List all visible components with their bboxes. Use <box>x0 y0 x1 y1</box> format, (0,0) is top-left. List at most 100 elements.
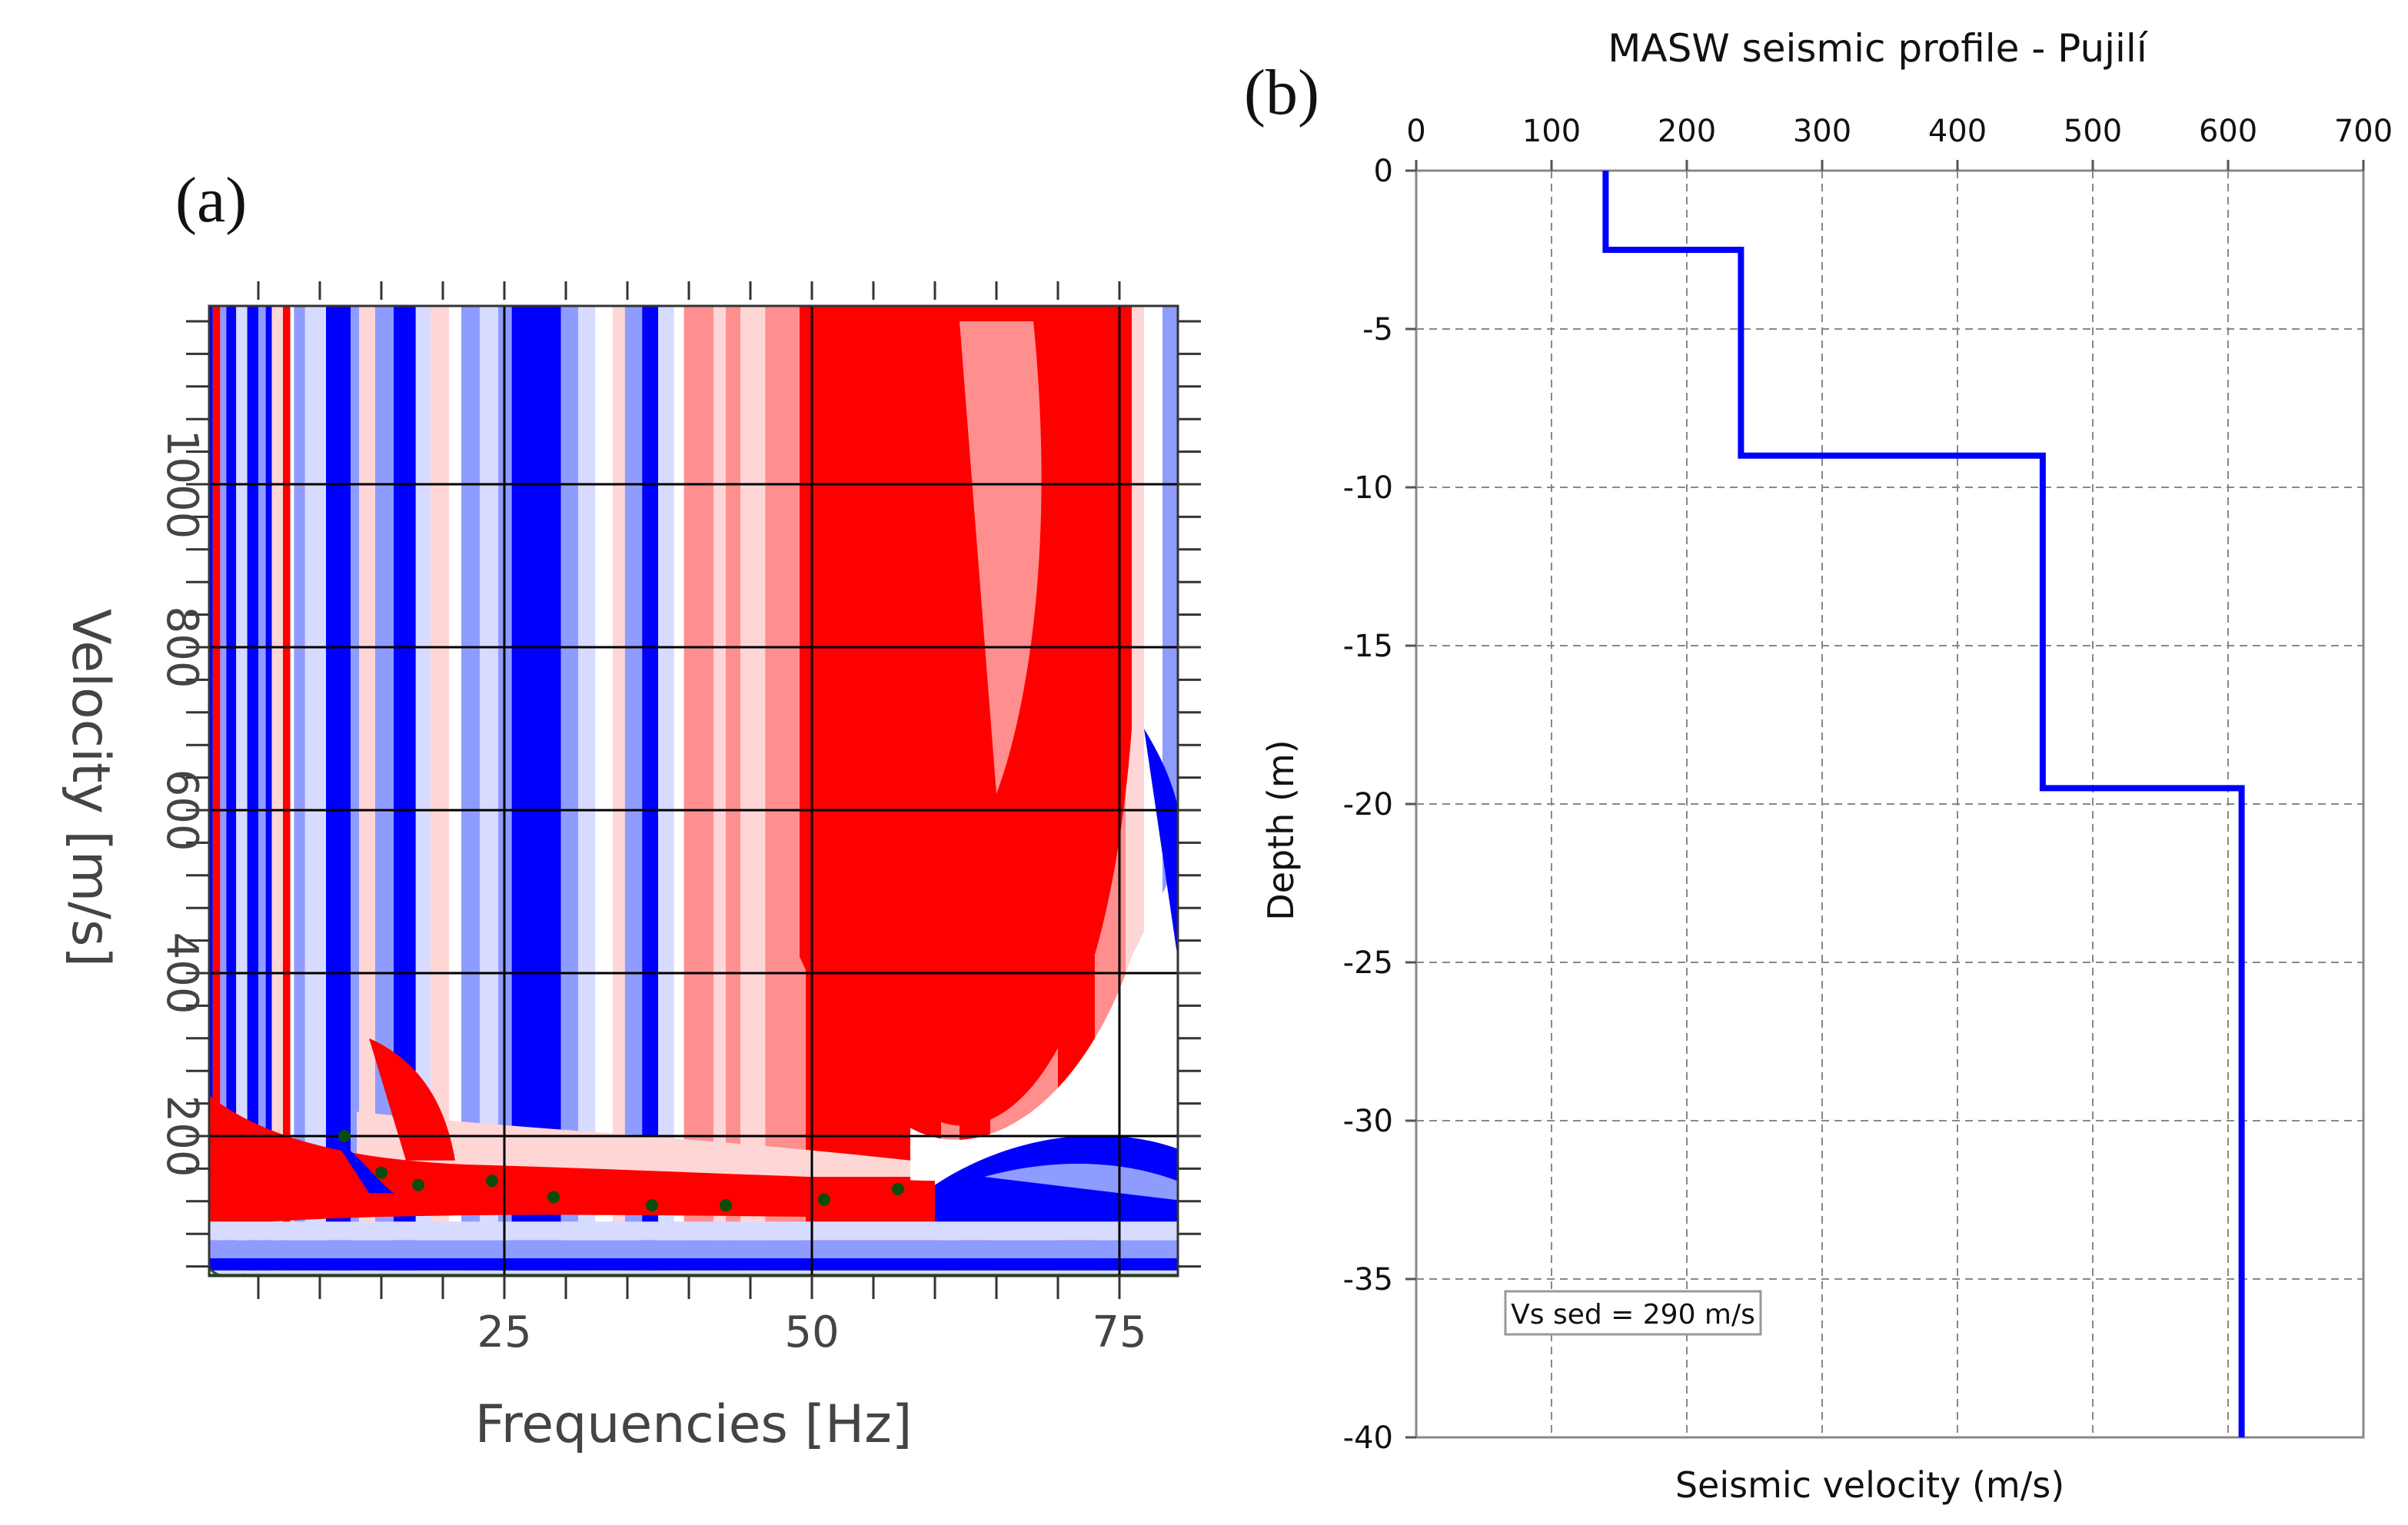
heatmap-band-21 <box>415 306 431 1276</box>
heatmap-band-4 <box>212 306 221 1276</box>
vs-sed-annotation-box <box>1504 1290 1762 1336</box>
heatmap-lower-right-streak <box>984 1164 1178 1201</box>
picked-point-5 <box>547 1191 560 1204</box>
y-tick-label-0: 0 <box>1374 154 1393 189</box>
picked-point-6 <box>646 1199 658 1212</box>
y-tick-label-400: 400 <box>157 932 207 1015</box>
x-tick-label-500: 500 <box>2064 114 2122 149</box>
heatmap-band-33 <box>642 306 658 1276</box>
y-tick-label-600: 600 <box>157 769 207 852</box>
heatmap-fundamental-mode-ridge <box>209 1095 935 1234</box>
y-tick-label--5: -5 <box>1362 312 1393 347</box>
x-tick-label-25: 25 <box>477 1307 531 1357</box>
x-tick-label-700: 700 <box>2334 114 2393 149</box>
heatmap-white-wedge <box>910 862 1178 1194</box>
heatmap-band-11 <box>271 306 283 1276</box>
panel-b-y-tick-labels: 0 -5 -10 -15 -20 -25 -30 -35 -40 <box>1343 154 1393 1456</box>
heatmap-high-energy-dome <box>800 306 1132 1126</box>
panel-b-ticks <box>1405 160 2365 1439</box>
heatmap-mode-notch <box>332 1136 394 1194</box>
x-tick-label-50: 50 <box>784 1307 839 1357</box>
panel-b-label: (b) <box>1244 57 1319 128</box>
heatmap-band-5 <box>220 306 227 1276</box>
y-tick-label-1000: 1000 <box>157 430 207 540</box>
dispersion-heatmap <box>209 306 1178 1276</box>
x-tick-label-75: 75 <box>1092 1307 1146 1357</box>
panel-a-dispersion-image: (a) 25 50 75 200 400 600 800 1000 Frequencies … <box>60 164 1201 1455</box>
panel-a-ticks <box>186 281 1201 1299</box>
heatmap-dome-streak <box>960 321 1042 794</box>
panel-a-label: (a) <box>175 164 247 236</box>
panel-b-y-axis-label: Depth (m) <box>1260 739 1302 920</box>
heatmap-band-32 <box>624 306 643 1276</box>
picked-point-1 <box>338 1130 351 1142</box>
heatmap-band-7 <box>236 306 248 1276</box>
heatmap-band-35 <box>674 306 684 1276</box>
heatmap-low-velocity-haze <box>357 1111 910 1177</box>
heatmap-band-9 <box>258 306 266 1276</box>
heatmap-right-blue-lobe <box>1144 729 1178 959</box>
panel-b-x-tick-labels: 0 100 200 300 400 500 600 700 <box>1406 114 2393 149</box>
heatmap-band-37 <box>713 306 726 1276</box>
panel-b-velocity-profile: (b) MASW seismic profile - Pujilí 0 100 20… <box>1244 26 2393 1506</box>
heatmap-bottom-blue-band <box>209 1240 1178 1258</box>
heatmap-band-15 <box>304 306 326 1276</box>
panel-a-frame <box>208 304 1179 1277</box>
heatmap-band-10 <box>265 306 272 1276</box>
picked-point-9 <box>892 1182 904 1195</box>
heatmap-band-24 <box>461 306 480 1276</box>
panel-b-gridlines <box>1416 171 2363 1437</box>
heatmap-band-18 <box>359 306 375 1276</box>
heatmap-bottom-deep-band <box>209 1258 1178 1271</box>
heatmap-band-39 <box>740 306 766 1276</box>
heatmap-band-3 <box>209 306 213 1276</box>
vs-sed-annotation: Vs sed = 290 m/s <box>1504 1290 1762 1336</box>
vs-profile-line <box>1602 171 2245 1437</box>
panel-b-x-axis-label: Seismic velocity (m/s) <box>1675 1464 2064 1506</box>
x-tick-label-200: 200 <box>1658 114 1716 149</box>
panel-b-title: MASW seismic profile - Pujilí <box>1608 26 2149 71</box>
x-tick-label-100: 100 <box>1522 114 1581 149</box>
heatmap-band-40 <box>765 306 806 1276</box>
heatmap-band-30 <box>595 306 613 1276</box>
heatmap-bottom-pale-band <box>209 1221 1178 1241</box>
picked-point-3 <box>412 1178 424 1191</box>
picked-point-2 <box>375 1166 387 1179</box>
panel-a-gridlines <box>209 306 1178 1276</box>
heatmap-band-12 <box>283 306 291 1276</box>
heatmap-band-31 <box>612 306 625 1276</box>
y-tick-label--40: -40 <box>1343 1420 1393 1456</box>
heatmap-band-28 <box>560 306 578 1276</box>
picked-point-4 <box>486 1174 498 1188</box>
x-tick-label-400: 400 <box>1928 114 1987 149</box>
y-tick-label--20: -20 <box>1343 787 1393 822</box>
heatmap-band-25 <box>480 306 498 1276</box>
heatmap-band-6 <box>226 306 237 1276</box>
heatmap-band-29 <box>578 306 596 1276</box>
y-tick-label--30: -30 <box>1343 1104 1393 1139</box>
panel-a-x-axis-label: Frequencies [Hz] <box>475 1394 913 1455</box>
y-tick-label-200: 200 <box>157 1095 207 1178</box>
y-tick-label--35: -35 <box>1343 1262 1393 1297</box>
y-tick-label--15: -15 <box>1343 629 1393 664</box>
panel-a-y-axis-label: Velocity [m/s] <box>60 609 121 967</box>
heatmap-band-16 <box>326 306 351 1276</box>
x-tick-label-300: 300 <box>1793 114 1851 149</box>
heatmap-band-36 <box>683 306 713 1276</box>
y-tick-label-800: 800 <box>157 606 207 689</box>
heatmap-band-17 <box>351 306 360 1276</box>
heatmap-band-8 <box>247 306 258 1276</box>
heatmap-band-23 <box>449 306 461 1276</box>
vs-sed-annotation-text: Vs sed = 290 m/s <box>1511 1299 1755 1331</box>
heatmap-band-27 <box>511 306 561 1276</box>
heatmap-energy-regions <box>209 306 1178 1276</box>
heatmap-band-14 <box>294 306 305 1276</box>
picked-dispersion-points <box>338 1130 904 1212</box>
x-tick-label-0: 0 <box>1406 114 1425 149</box>
panel-a-y-tick-labels: 200 400 600 800 1000 <box>157 430 207 1178</box>
heatmap-band-34 <box>658 306 674 1276</box>
x-tick-label-600: 600 <box>2199 114 2257 149</box>
picked-point-8 <box>818 1193 830 1206</box>
picked-point-7 <box>720 1199 732 1212</box>
